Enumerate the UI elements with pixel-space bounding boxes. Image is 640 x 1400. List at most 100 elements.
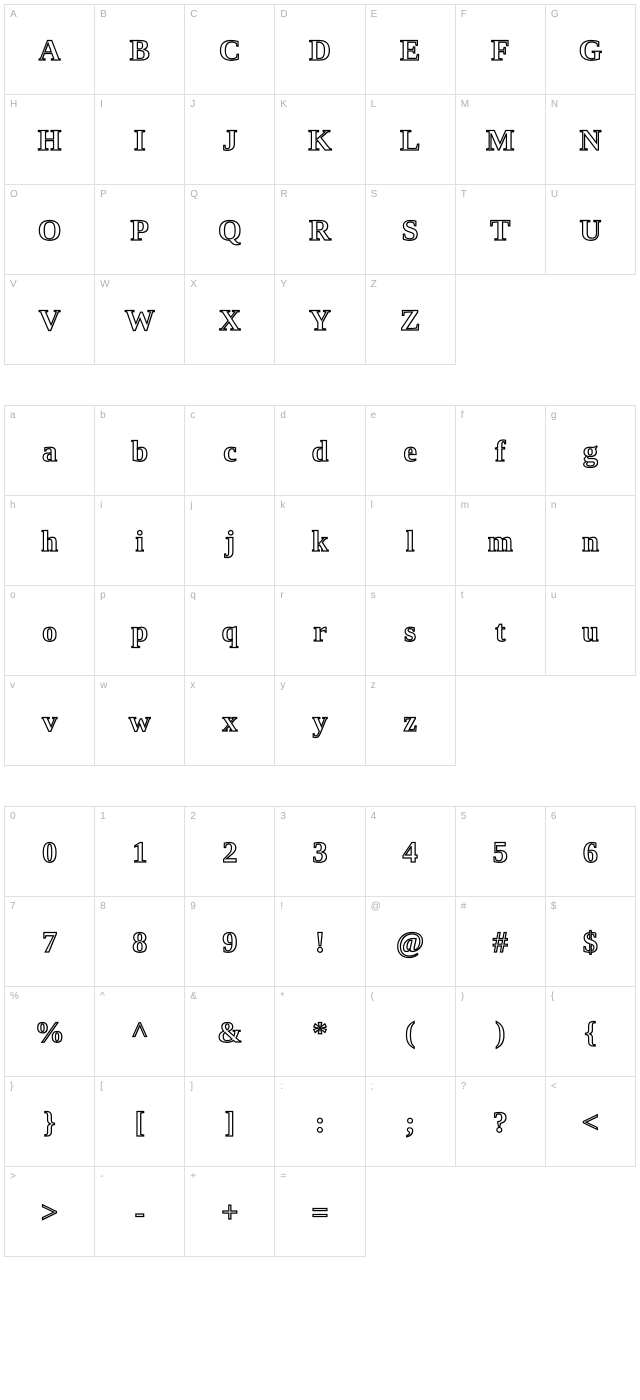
- cell-label: *: [280, 991, 284, 1002]
- cell-glyph: k: [312, 525, 329, 557]
- cell-label: 2: [190, 811, 196, 822]
- cell-label: e: [371, 410, 377, 421]
- cell-label: >: [10, 1171, 16, 1182]
- cell-glyph: K: [308, 124, 331, 156]
- glyph-cell: 00: [5, 807, 95, 897]
- glyph-cell: ??: [456, 1077, 546, 1167]
- cell-label: ]: [190, 1081, 193, 1092]
- cell-glyph: s: [404, 615, 416, 647]
- cell-glyph: B: [130, 34, 150, 66]
- cell-label: Z: [371, 279, 377, 290]
- glyph-cell: EE: [366, 5, 456, 95]
- cell-glyph: m: [488, 525, 513, 557]
- cell-glyph: x: [222, 705, 237, 737]
- cell-glyph: @: [396, 926, 424, 958]
- cell-label: X: [190, 279, 197, 290]
- cell-label: W: [100, 279, 109, 290]
- glyph-cell: yy: [275, 676, 365, 766]
- cell-glyph: 1: [132, 836, 147, 868]
- cell-label: c: [190, 410, 195, 421]
- cell-glyph: w: [129, 705, 151, 737]
- cell-label: 4: [371, 811, 377, 822]
- cell-label: Y: [280, 279, 287, 290]
- section-uppercase: AABBCCDDEEFFGGHHIIJJKKLLMMNNOOPPQQRRSSTT…: [4, 4, 636, 365]
- cell-label: ^: [100, 991, 105, 1002]
- cell-glyph: D: [309, 34, 331, 66]
- cell-label: C: [190, 9, 197, 20]
- cell-glyph: ?: [493, 1106, 508, 1138]
- glyph-cell: vv: [5, 676, 95, 766]
- cell-glyph: b: [131, 435, 148, 467]
- glyph-cell: ss: [366, 586, 456, 676]
- glyph-cell: pp: [95, 586, 185, 676]
- cell-glyph: l: [406, 525, 414, 557]
- glyph-cell: DD: [275, 5, 365, 95]
- cell-glyph: t: [495, 615, 505, 647]
- cell-glyph: Y: [309, 304, 331, 336]
- glyph-cell: qq: [185, 586, 275, 676]
- cell-glyph: $: [583, 926, 598, 958]
- cell-label: k: [280, 500, 285, 511]
- glyph-cell: FF: [456, 5, 546, 95]
- glyph-cell: ++: [185, 1167, 275, 1257]
- cell-glyph: ;: [405, 1106, 415, 1138]
- glyph-cell: 33: [275, 807, 365, 897]
- cell-label: w: [100, 680, 107, 691]
- glyph-cell: bb: [95, 406, 185, 496]
- glyph-cell: gg: [546, 406, 636, 496]
- glyph-cell: aa: [5, 406, 95, 496]
- cell-glyph: r: [313, 615, 326, 647]
- glyph-cell: OO: [5, 185, 95, 275]
- cell-glyph: 2: [222, 836, 237, 868]
- glyph-cell: KK: [275, 95, 365, 185]
- cell-label: 9: [190, 901, 196, 912]
- glyph-cell: }}: [5, 1077, 95, 1167]
- cell-glyph: ^: [131, 1016, 148, 1048]
- cell-glyph: v: [42, 705, 57, 737]
- glyph-cell: !!: [275, 897, 365, 987]
- glyph-cell: zz: [366, 676, 456, 766]
- cell-glyph: g: [583, 435, 598, 467]
- cell-glyph: {: [585, 1016, 597, 1048]
- cell-glyph: e: [403, 435, 416, 467]
- cell-label: @: [371, 901, 381, 912]
- glyph-cell: ll: [366, 496, 456, 586]
- cell-label: K: [280, 99, 287, 110]
- glyph-cell: 11: [95, 807, 185, 897]
- cell-label: -: [100, 1171, 103, 1182]
- cell-glyph: c: [223, 435, 236, 467]
- cell-label: x: [190, 680, 195, 691]
- cell-glyph: u: [582, 615, 599, 647]
- cell-label: 8: [100, 901, 106, 912]
- glyph-chart: AABBCCDDEEFFGGHHIIJJKKLLMMNNOOPPQQRRSSTT…: [4, 4, 636, 1257]
- cell-glyph: *: [312, 1016, 327, 1048]
- glyph-cell: ff: [456, 406, 546, 496]
- cell-label: R: [280, 189, 287, 200]
- glyph-cell: QQ: [185, 185, 275, 275]
- cell-label: H: [10, 99, 17, 110]
- cell-label: d: [280, 410, 286, 421]
- cell-label: $: [551, 901, 557, 912]
- cell-glyph: z: [403, 705, 416, 737]
- glyph-cell: JJ: [185, 95, 275, 185]
- cell-label: U: [551, 189, 558, 200]
- glyph-cell: WW: [95, 275, 185, 365]
- cell-label: p: [100, 590, 106, 601]
- cell-label: u: [551, 590, 557, 601]
- cell-label: h: [10, 500, 16, 511]
- cell-label: J: [190, 99, 195, 110]
- cell-glyph: I: [134, 124, 146, 156]
- glyph-cell: HH: [5, 95, 95, 185]
- cell-label: 5: [461, 811, 467, 822]
- cell-label: Q: [190, 189, 198, 200]
- glyph-cell: jj: [185, 496, 275, 586]
- cell-label: 1: [100, 811, 106, 822]
- glyph-cell: YY: [275, 275, 365, 365]
- cell-label: L: [371, 99, 377, 110]
- glyph-cell: nn: [546, 496, 636, 586]
- cell-glyph: X: [219, 304, 241, 336]
- glyph-cell: LL: [366, 95, 456, 185]
- cell-glyph: p: [131, 615, 148, 647]
- glyph-cell: RR: [275, 185, 365, 275]
- cell-label: A: [10, 9, 17, 20]
